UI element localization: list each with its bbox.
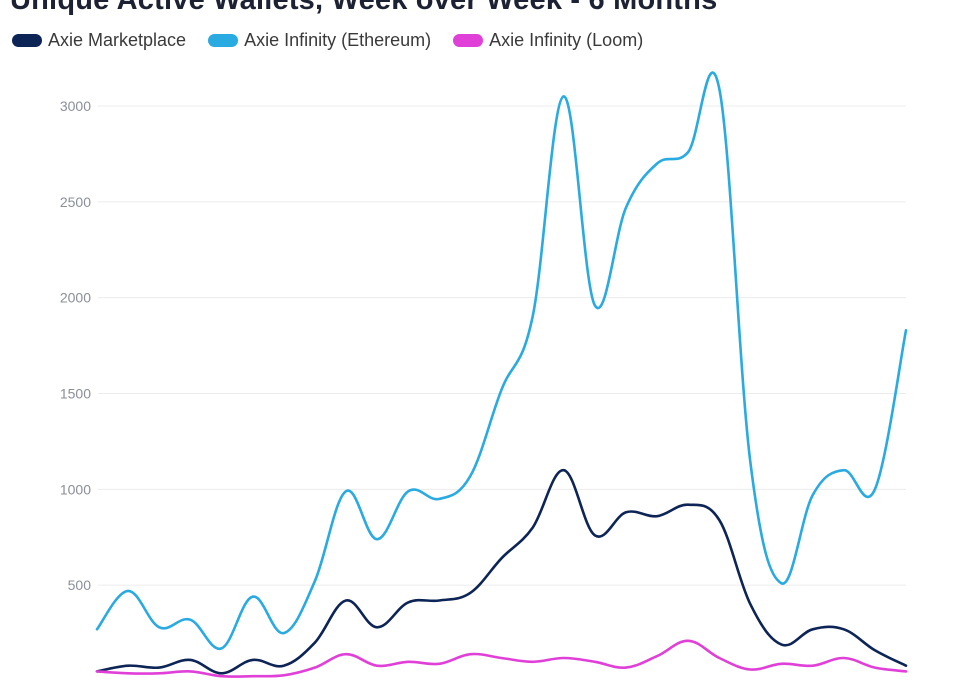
legend-label-loom: Axie Infinity (Loom) (489, 30, 644, 50)
y-tick-label-2000: 2000 (60, 290, 91, 306)
y-tick-label-1000: 1000 (60, 481, 91, 497)
legend-swatch-ethereum (208, 34, 239, 47)
grid-lines (98, 105, 906, 586)
series-line-ethereum[interactable] (95, 71, 908, 650)
y-tick-label-500: 500 (68, 577, 92, 593)
legend-swatch-loom (453, 34, 484, 47)
legend-item-marketplace[interactable]: Axie Marketplace (12, 30, 186, 51)
y-tick-label-1500: 1500 (60, 386, 91, 402)
legend-item-ethereum[interactable]: Axie Infinity (Ethereum) (208, 30, 431, 51)
legend-label-ethereum: Axie Infinity (Ethereum) (244, 30, 432, 50)
legend-item-loom[interactable]: Axie Infinity (Loom) (453, 30, 643, 51)
chart-title: Unique Active Wallets, Week over Week - … (10, 0, 718, 16)
y-tick-label-2500: 2500 (60, 194, 91, 210)
series-lines (95, 71, 908, 678)
legend-swatch-marketplace (12, 34, 42, 47)
y-axis-ticks: 500 1000 1500 2000 2500 3000 (60, 98, 91, 593)
legend-label-marketplace: Axie Marketplace (48, 30, 187, 50)
chart-legend: Axie Marketplace Axie Infinity (Ethereum… (12, 30, 665, 51)
series-line-marketplace[interactable] (95, 468, 908, 675)
y-tick-label-3000: 3000 (60, 98, 91, 114)
